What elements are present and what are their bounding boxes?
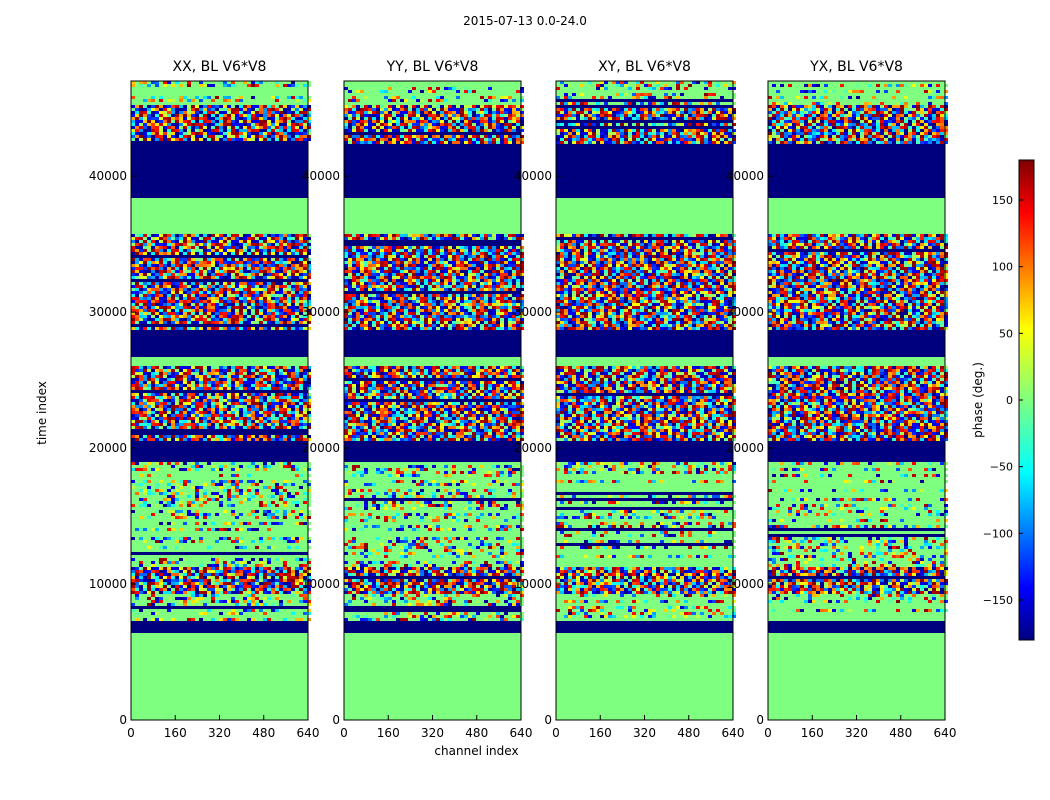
y-tick-label: 30000 (302, 305, 340, 319)
y-tick-label: 0 (544, 713, 552, 727)
x-tick-label: 480 (677, 726, 700, 740)
panel-1: 0 160 320 480 640 0 10000 20000 30000 40000 (302, 80, 533, 740)
y-tick-label: 30000 (726, 305, 764, 319)
x-tick-label: 160 (377, 726, 400, 740)
panel-title-xy: XY, BL V6*V8 (598, 59, 691, 75)
y-tick-label: 0 (756, 713, 764, 727)
y-tick-label: 20000 (302, 441, 340, 455)
y-tick-label: 10000 (726, 577, 764, 591)
colorbar-tick-label: 150 (992, 194, 1013, 207)
y-tick-label: 40000 (89, 169, 127, 183)
x-tick-label: 640 (722, 726, 745, 740)
x-tick-label: 480 (252, 726, 275, 740)
y-tick-label: 30000 (89, 305, 127, 319)
x-tick-label: 640 (934, 726, 957, 740)
y-tick-label: 40000 (514, 169, 552, 183)
panel-3: 0 160 320 480 640 0 10000 20000 30000 40000 (726, 80, 957, 740)
y-tick-label: 40000 (302, 169, 340, 183)
colorbar-tick-label: −100 (983, 527, 1013, 540)
figure-title: 2015-07-13 0.0-24.0 (463, 14, 587, 28)
x-tick-label: 160 (589, 726, 612, 740)
x-tick-label: 320 (845, 726, 868, 740)
colorbar-tick-label: −50 (990, 461, 1013, 474)
x-tick-label: 0 (340, 726, 348, 740)
x-tick-label: 0 (552, 726, 560, 740)
panel-title-yy: YY, BL V6*V8 (386, 59, 479, 75)
y-tick-label: 10000 (514, 577, 552, 591)
x-tick-label: 320 (421, 726, 444, 740)
x-tick-label: 320 (208, 726, 231, 740)
panel-title-yx: YX, BL V6*V8 (810, 59, 903, 75)
colorbar-tick-label: −150 (983, 594, 1013, 607)
y-tick-label: 30000 (514, 305, 552, 319)
y-tick-label: 0 (119, 713, 127, 727)
x-tick-label: 320 (633, 726, 656, 740)
colorbar-tick-label: 50 (999, 327, 1013, 340)
panel-0: 0 160 320 480 640 0 10000 20000 30000 40000 (89, 80, 320, 740)
y-tick-label: 0 (332, 713, 340, 727)
y-tick-label: 20000 (514, 441, 552, 455)
colorbar: −150 −100 −50 0 50 100 150 (983, 159, 1035, 641)
y-tick-label: 10000 (89, 577, 127, 591)
colorbar-tick-label: 0 (1006, 394, 1013, 407)
x-tick-label: 480 (465, 726, 488, 740)
x-tick-label: 640 (510, 726, 533, 740)
y-tick-label: 20000 (89, 441, 127, 455)
colorbar-tick-label: 100 (992, 261, 1013, 274)
panel-title-xx: XX, BL V6*V8 (172, 59, 267, 75)
x-tick-label: 160 (164, 726, 187, 740)
x-tick-label: 160 (801, 726, 824, 740)
x-tick-label: 0 (764, 726, 772, 740)
x-tick-label: 0 (127, 726, 135, 740)
panel-2: 0 160 320 480 640 0 10000 20000 30000 40000 (514, 80, 745, 740)
y-tick-label: 10000 (302, 577, 340, 591)
x-tick-label: 640 (297, 726, 320, 740)
y-axis-label: time index (35, 381, 49, 445)
y-tick-label: 20000 (726, 441, 764, 455)
colorbar-label: phase (deg.) (971, 362, 985, 438)
x-tick-label: 480 (889, 726, 912, 740)
x-axis-label: channel index (434, 744, 519, 758)
y-tick-label: 40000 (726, 169, 764, 183)
